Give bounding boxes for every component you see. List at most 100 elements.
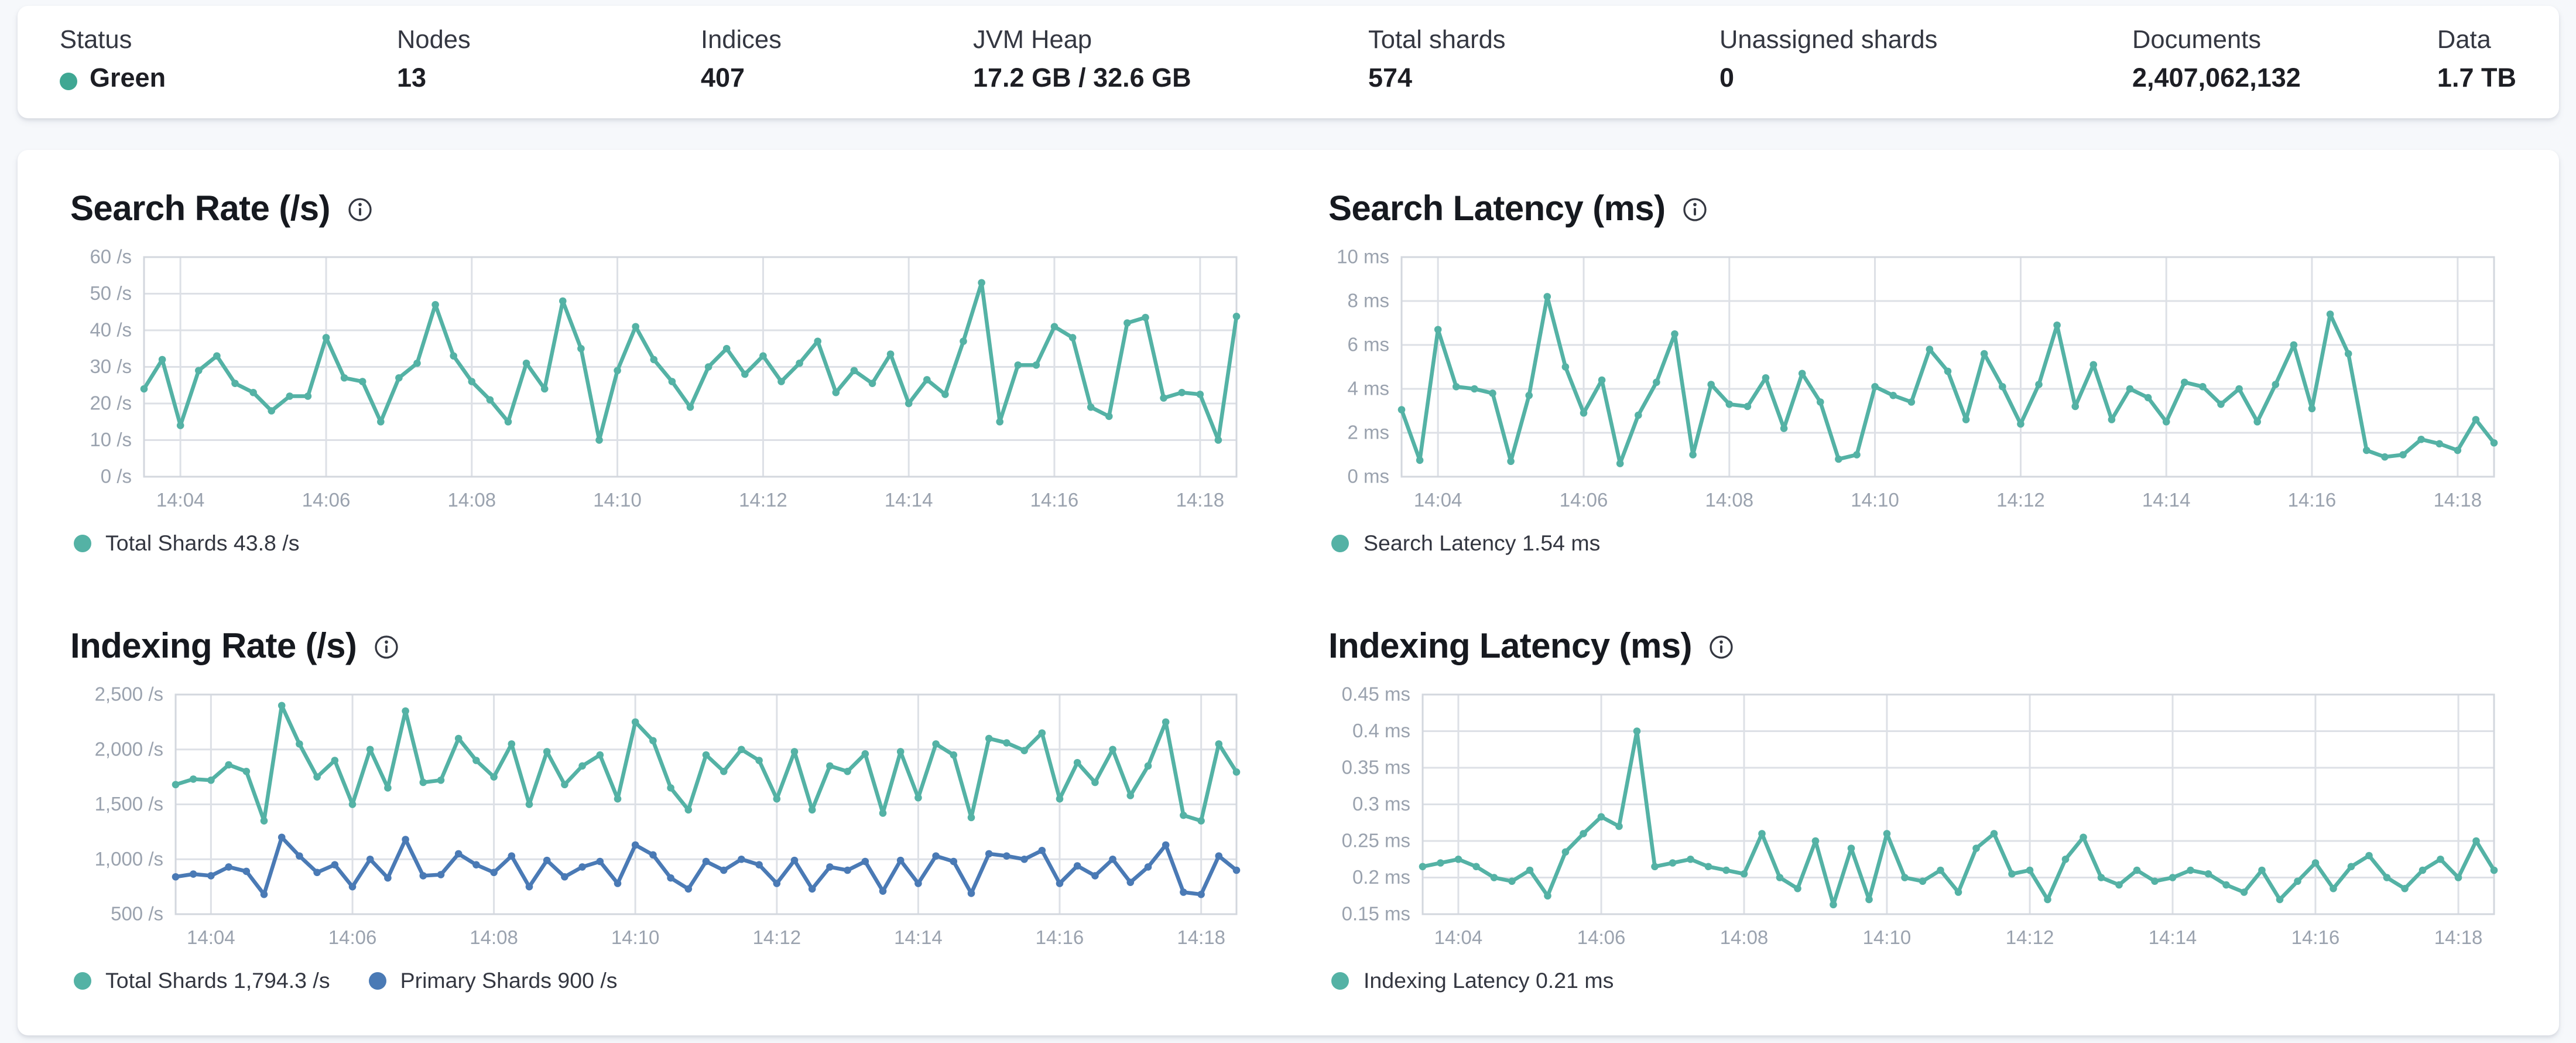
legend-dot-icon	[1331, 534, 1349, 552]
svg-text:2 ms: 2 ms	[1348, 421, 1390, 443]
svg-text:14:12: 14:12	[1997, 489, 2046, 511]
cluster-status-bar: Status Green Nodes 13 Indices 407 JVM He…	[18, 6, 2558, 118]
legend-item[interactable]: Indexing Latency 0.21 ms	[1331, 969, 1614, 993]
svg-text:14:08: 14:08	[448, 489, 496, 511]
chart-search-rate: Search Rate (/s) 14:04 14:06 14:08 14:10 14:…	[70, 189, 1248, 556]
legend-label: Search Latency 1.54 ms	[1363, 531, 1601, 556]
legend-item[interactable]: Total Shards 43.8 /s	[74, 531, 299, 556]
svg-text:14:14: 14:14	[894, 926, 943, 948]
svg-text:0.3 ms: 0.3 ms	[1353, 793, 1411, 815]
indexing-rate-legend: Total Shards 1,794.3 /s Primary Shards 90…	[70, 969, 1248, 993]
legend-dot-icon	[74, 534, 91, 552]
stat-value: 0	[1719, 64, 1735, 94]
info-icon[interactable]	[1683, 197, 1708, 222]
svg-text:14:04: 14:04	[1414, 489, 1463, 511]
stat-indices: Indices 407	[701, 25, 973, 97]
svg-text:14:18: 14:18	[2434, 489, 2483, 511]
svg-text:2,000 /s: 2,000 /s	[95, 738, 163, 760]
indexing-latency-legend: Indexing Latency 0.21 ms	[1328, 969, 2506, 993]
svg-text:40 /s: 40 /s	[90, 319, 132, 340]
svg-text:14:10: 14:10	[1851, 489, 1900, 511]
svg-text:0.15 ms: 0.15 ms	[1342, 902, 1411, 924]
svg-text:8 ms: 8 ms	[1348, 289, 1390, 311]
chart-title: Indexing Latency (ms)	[1328, 627, 1692, 666]
svg-text:14:14: 14:14	[885, 489, 933, 511]
stat-value: 13	[397, 64, 427, 94]
indexing-latency-plot: 14:04 14:06 14:08 14:10 14:12 14:14 14:16 14:18…	[1328, 686, 2506, 960]
legend-item[interactable]: Search Latency 1.54 ms	[1331, 531, 1601, 556]
svg-text:14:14: 14:14	[2143, 489, 2191, 511]
stat-data: Data 1.7 TB	[2437, 25, 2516, 97]
svg-text:14:10: 14:10	[1864, 926, 1912, 948]
legend-label: Total Shards 43.8 /s	[105, 531, 300, 556]
svg-text:10 /s: 10 /s	[90, 429, 132, 450]
svg-text:14:10: 14:10	[593, 489, 642, 511]
svg-text:14:08: 14:08	[470, 926, 518, 948]
stat-label: Status	[60, 27, 132, 55]
svg-text:1,000 /s: 1,000 /s	[95, 847, 163, 869]
stat-label: Indices	[701, 27, 782, 55]
legend-item[interactable]: Total Shards 1,794.3 /s	[74, 969, 330, 993]
svg-text:14:10: 14:10	[611, 926, 660, 948]
metrics-charts-panel: Search Rate (/s) 14:04 14:06 14:08 14:10 14:…	[18, 149, 2558, 1035]
stat-value: 1.7 TB	[2437, 64, 2516, 94]
svg-text:6 ms: 6 ms	[1348, 333, 1390, 355]
svg-text:1,500 /s: 1,500 /s	[95, 793, 163, 815]
stat-documents: Documents 2,407,062,132	[2132, 25, 2437, 97]
stat-value: 407	[701, 64, 745, 94]
search-rate-legend: Total Shards 43.8 /s	[70, 531, 1248, 556]
svg-text:0 ms: 0 ms	[1348, 465, 1390, 487]
legend-dot-icon	[74, 972, 91, 990]
cluster-overview-page: Status Green Nodes 13 Indices 407 JVM He…	[0, 6, 2576, 1043]
search-rate-plot: 14:04 14:06 14:08 14:10 14:12 14:14 14:16 14:18…	[70, 248, 1248, 522]
indexing-rate-plot: 14:04 14:06 14:08 14:10 14:12 14:14 14:16 14:18…	[70, 686, 1248, 960]
stat-label: Nodes	[397, 27, 471, 55]
svg-text:0.45 ms: 0.45 ms	[1342, 686, 1411, 705]
svg-text:14:12: 14:12	[753, 926, 801, 948]
chart-indexing-latency: Indexing Latency (ms) 14:04 14:06 14:08 14:…	[1328, 626, 2506, 993]
legend-dot-icon	[368, 972, 386, 990]
stat-nodes: Nodes 13	[397, 25, 701, 97]
svg-text:14:18: 14:18	[1176, 489, 1225, 511]
search-latency-plot: 14:04 14:06 14:08 14:10 14:12 14:14 14:16 14:18…	[1328, 248, 2506, 522]
svg-text:0.2 ms: 0.2 ms	[1353, 866, 1411, 888]
svg-text:14:04: 14:04	[1435, 926, 1484, 948]
svg-text:14:16: 14:16	[2289, 489, 2337, 511]
stat-unassigned-shards: Unassigned shards 0	[1719, 25, 2132, 97]
svg-text:14:08: 14:08	[1705, 489, 1754, 511]
info-icon[interactable]	[1710, 635, 1734, 659]
svg-text:30 /s: 30 /s	[90, 355, 132, 377]
svg-text:20 /s: 20 /s	[90, 392, 132, 413]
svg-text:4 ms: 4 ms	[1348, 377, 1390, 399]
stat-label: JVM Heap	[973, 27, 1092, 55]
svg-text:14:06: 14:06	[1578, 926, 1626, 948]
svg-text:14:12: 14:12	[2006, 926, 2055, 948]
svg-text:60 /s: 60 /s	[90, 248, 132, 268]
svg-text:14:08: 14:08	[1721, 926, 1769, 948]
info-icon[interactable]	[374, 635, 399, 659]
svg-text:0.35 ms: 0.35 ms	[1342, 756, 1411, 778]
stat-value: 2,407,062,132	[2132, 64, 2301, 94]
legend-dot-icon	[1331, 972, 1349, 990]
svg-text:14:18: 14:18	[2435, 926, 2483, 948]
legend-item[interactable]: Primary Shards 900 /s	[368, 969, 618, 993]
svg-text:14:06: 14:06	[328, 926, 377, 948]
svg-text:14:06: 14:06	[302, 489, 351, 511]
svg-text:14:06: 14:06	[1560, 489, 1609, 511]
chart-indexing-rate: Indexing Rate (/s) 14:04 14:06 14:08 14:10 1…	[70, 626, 1248, 993]
svg-text:14:04: 14:04	[156, 489, 205, 511]
stat-value: Green	[90, 64, 166, 94]
legend-label: Total Shards 1,794.3 /s	[105, 968, 330, 993]
stat-label: Unassigned shards	[1719, 27, 1938, 55]
stat-label: Data	[2437, 27, 2491, 55]
svg-text:14:18: 14:18	[1177, 926, 1225, 948]
svg-text:14:12: 14:12	[739, 489, 787, 511]
svg-text:14:16: 14:16	[2292, 926, 2341, 948]
search-latency-legend: Search Latency 1.54 ms	[1328, 531, 2506, 556]
svg-text:0 /s: 0 /s	[101, 465, 132, 487]
chart-search-latency: Search Latency (ms) 14:04 14:06 14:08 14:10…	[1328, 189, 2506, 556]
info-icon[interactable]	[348, 197, 372, 222]
stat-total-shards: Total shards 574	[1368, 25, 1719, 97]
svg-text:0.4 ms: 0.4 ms	[1353, 720, 1411, 741]
svg-text:14:04: 14:04	[187, 926, 235, 948]
